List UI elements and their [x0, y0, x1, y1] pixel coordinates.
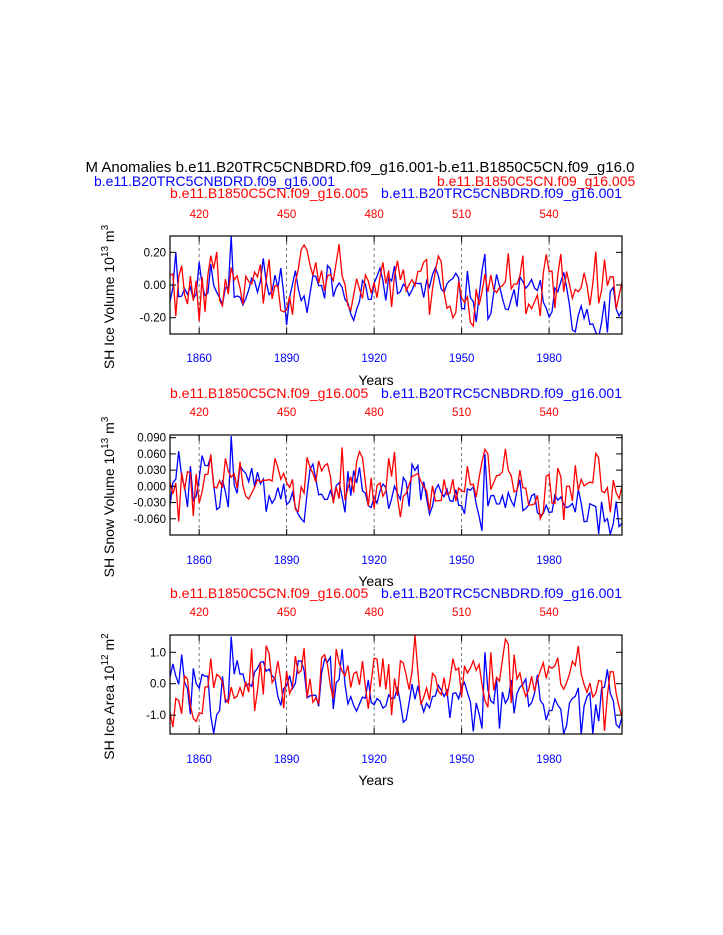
x-tick-label-top: 420: [190, 407, 209, 419]
x-tick-label-top: 540: [540, 209, 559, 221]
chart-panel-3: b.e11.B1850C5CN.f09_g16.005 b.e11.B20TRC5…: [100, 585, 623, 788]
x-tick-label-top: 420: [190, 607, 209, 619]
y-tick-label: 0.000: [137, 481, 166, 493]
panel-title-red: b.e11.B1850C5CN.f09_g16.005: [170, 585, 368, 601]
x-tick-label-top: 420: [190, 209, 209, 221]
x-axis-label: Years: [358, 573, 393, 589]
panel-title-red: b.e11.B1850C5CN.f09_g16.005: [170, 385, 368, 401]
series-line-red: [170, 635, 622, 731]
x-tick-label-bottom: 1890: [274, 754, 300, 766]
x-tick-label-top: 540: [540, 407, 559, 419]
series-line-red: [170, 447, 622, 522]
x-tick-label-bottom: 1890: [274, 353, 300, 365]
y-tick-label: 1.0: [150, 647, 166, 659]
x-tick-label-bottom: 1980: [536, 754, 562, 766]
x-tick-label-bottom: 1920: [361, 555, 387, 567]
x-tick-label-bottom: 1920: [361, 754, 387, 766]
x-tick-label-bottom: 1860: [186, 555, 212, 567]
main-title: M Anomalies b.e11.B20TRC5CNBDRD.f09_g16.…: [86, 159, 635, 176]
header-run-blue: b.e11.B20TRC5CNBDRD.f09_g16.001: [94, 173, 335, 189]
y-tick-label: -1.0: [146, 710, 166, 722]
x-tick-label-bottom: 1980: [536, 353, 562, 365]
x-axis-label: Years: [358, 772, 393, 788]
x-tick-label-top: 480: [365, 209, 384, 221]
panel-title-red: b.e11.B1850C5CN.f09_g16.005: [170, 185, 368, 201]
plot-frame: [169, 634, 623, 735]
y-tick-label: -0.20: [140, 313, 166, 325]
x-tick-label-bottom: 1950: [449, 555, 475, 567]
x-tick-label-top: 450: [277, 407, 296, 419]
x-axis-label: Years: [358, 372, 393, 388]
x-tick-label-top: 510: [452, 407, 471, 419]
series-line-blue: [170, 236, 622, 334]
plot-frame: [169, 434, 623, 536]
chart-panel-2: b.e11.B1850C5CN.f09_g16.005 b.e11.B20TRC5…: [100, 385, 623, 589]
y-axis-label: SH Snow Volume 1013 m3: [100, 416, 117, 577]
series-line-red: [170, 243, 622, 328]
x-tick-label-top: 450: [277, 607, 296, 619]
y-tick-label: 0.090: [137, 433, 166, 445]
x-tick-label-bottom: 1950: [449, 353, 475, 365]
x-tick-label-top: 510: [452, 209, 471, 221]
y-tick-label: -0.030: [133, 498, 166, 510]
y-axis-label: SH Ice Area 1012 m2: [100, 633, 117, 760]
x-tick-label-bottom: 1860: [186, 754, 212, 766]
x-tick-label-bottom: 1860: [186, 353, 212, 365]
y-tick-label: 0.20: [144, 247, 166, 259]
header-run-red: b.e11.B1850C5CN.f09_g16.005: [437, 173, 635, 189]
y-tick-label: 0.00: [144, 280, 166, 292]
x-tick-label-bottom: 1950: [449, 754, 475, 766]
panel-title-blue: b.e11.B20TRC5CNBDRD.f09_g16.001: [381, 585, 622, 601]
y-axis-label: SH Ice Volume 1013 m3: [100, 224, 117, 369]
panel-title-blue: b.e11.B20TRC5CNBDRD.f09_g16.001: [381, 385, 622, 401]
x-tick-label-top: 450: [277, 209, 296, 221]
x-tick-label-top: 510: [452, 607, 471, 619]
y-tick-label: 0.030: [137, 465, 166, 477]
x-tick-label-bottom: 1920: [361, 353, 387, 365]
panel-title-blue: b.e11.B20TRC5CNBDRD.f09_g16.001: [381, 185, 622, 201]
chart-panel-1: b.e11.B1850C5CN.f09_g16.005 b.e11.B20TRC5…: [100, 185, 623, 388]
y-tick-label: 0.0: [150, 679, 166, 691]
x-tick-label-bottom: 1890: [274, 555, 300, 567]
x-tick-label-top: 480: [365, 607, 384, 619]
y-tick-label: -0.060: [133, 514, 166, 526]
x-tick-label-bottom: 1980: [536, 555, 562, 567]
y-tick-label: 0.060: [137, 449, 166, 461]
x-tick-label-top: 480: [365, 407, 384, 419]
series-line-blue: [170, 436, 622, 535]
x-tick-label-top: 540: [540, 607, 559, 619]
